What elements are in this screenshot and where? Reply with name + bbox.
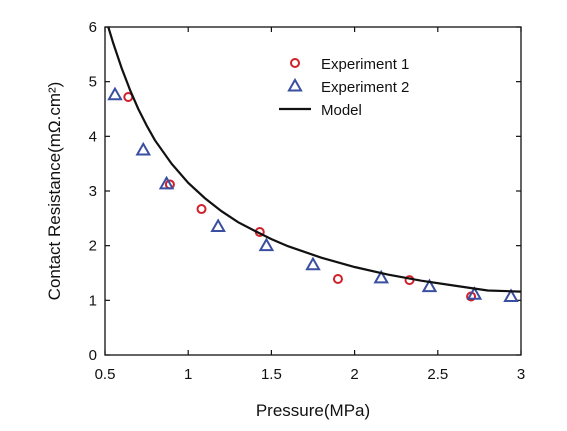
data-point (332, 274, 343, 285)
data-point (210, 218, 226, 232)
model-line (107, 26, 522, 293)
x-tick-label: 2 (350, 366, 358, 383)
y-tick-label: 5 (89, 74, 97, 91)
data-point (466, 286, 483, 300)
data-point (196, 204, 207, 215)
legend-label: Experiment 1 (321, 56, 409, 73)
x-tick-label: 2.5 (427, 366, 448, 383)
x-axis-title: Pressure(MPa) (256, 401, 370, 420)
plot-area (104, 26, 522, 356)
series-model (107, 26, 522, 293)
y-tick-label: 4 (89, 128, 97, 145)
legend-item: Experiment 2 (287, 77, 409, 96)
y-tick-label: 0 (89, 347, 97, 364)
series-layer (107, 26, 522, 302)
legend: Experiment 1 Experiment 2 Model (279, 56, 409, 119)
series-experiment-2 (107, 86, 519, 302)
y-axis: 0 1 2 3 4 5 6 (89, 19, 521, 364)
legend-label: Experiment 2 (321, 79, 409, 96)
data-point (258, 237, 275, 252)
y-tick-label: 1 (89, 292, 97, 309)
data-point (107, 86, 123, 101)
y-tick-label: 3 (89, 183, 97, 200)
data-point (421, 278, 438, 293)
x-axis: 0.5 1 1.5 2 2.5 3 (95, 27, 525, 383)
x-tick-label: 1 (184, 366, 192, 383)
data-point (305, 256, 321, 271)
legend-circle-marker (290, 58, 300, 68)
data-point (373, 269, 389, 284)
data-point (503, 288, 519, 302)
x-tick-label: 3 (517, 366, 525, 383)
plot-frame (104, 26, 522, 356)
y-tick-label: 2 (89, 238, 97, 255)
data-point (135, 141, 152, 156)
y-tick-label: 6 (89, 19, 97, 36)
legend-label: Model (321, 102, 362, 119)
data-point (158, 175, 175, 190)
x-tick-label: 1.5 (261, 366, 282, 383)
series-experiment-1 (123, 91, 477, 302)
legend-item: Experiment 1 (290, 56, 409, 73)
legend-item: Model (279, 102, 362, 119)
x-tick-label: 0.5 (95, 366, 116, 383)
legend-triangle-marker (287, 77, 303, 92)
y-axis-title: Contact Resistance(mΩ.cm²) (45, 82, 64, 301)
